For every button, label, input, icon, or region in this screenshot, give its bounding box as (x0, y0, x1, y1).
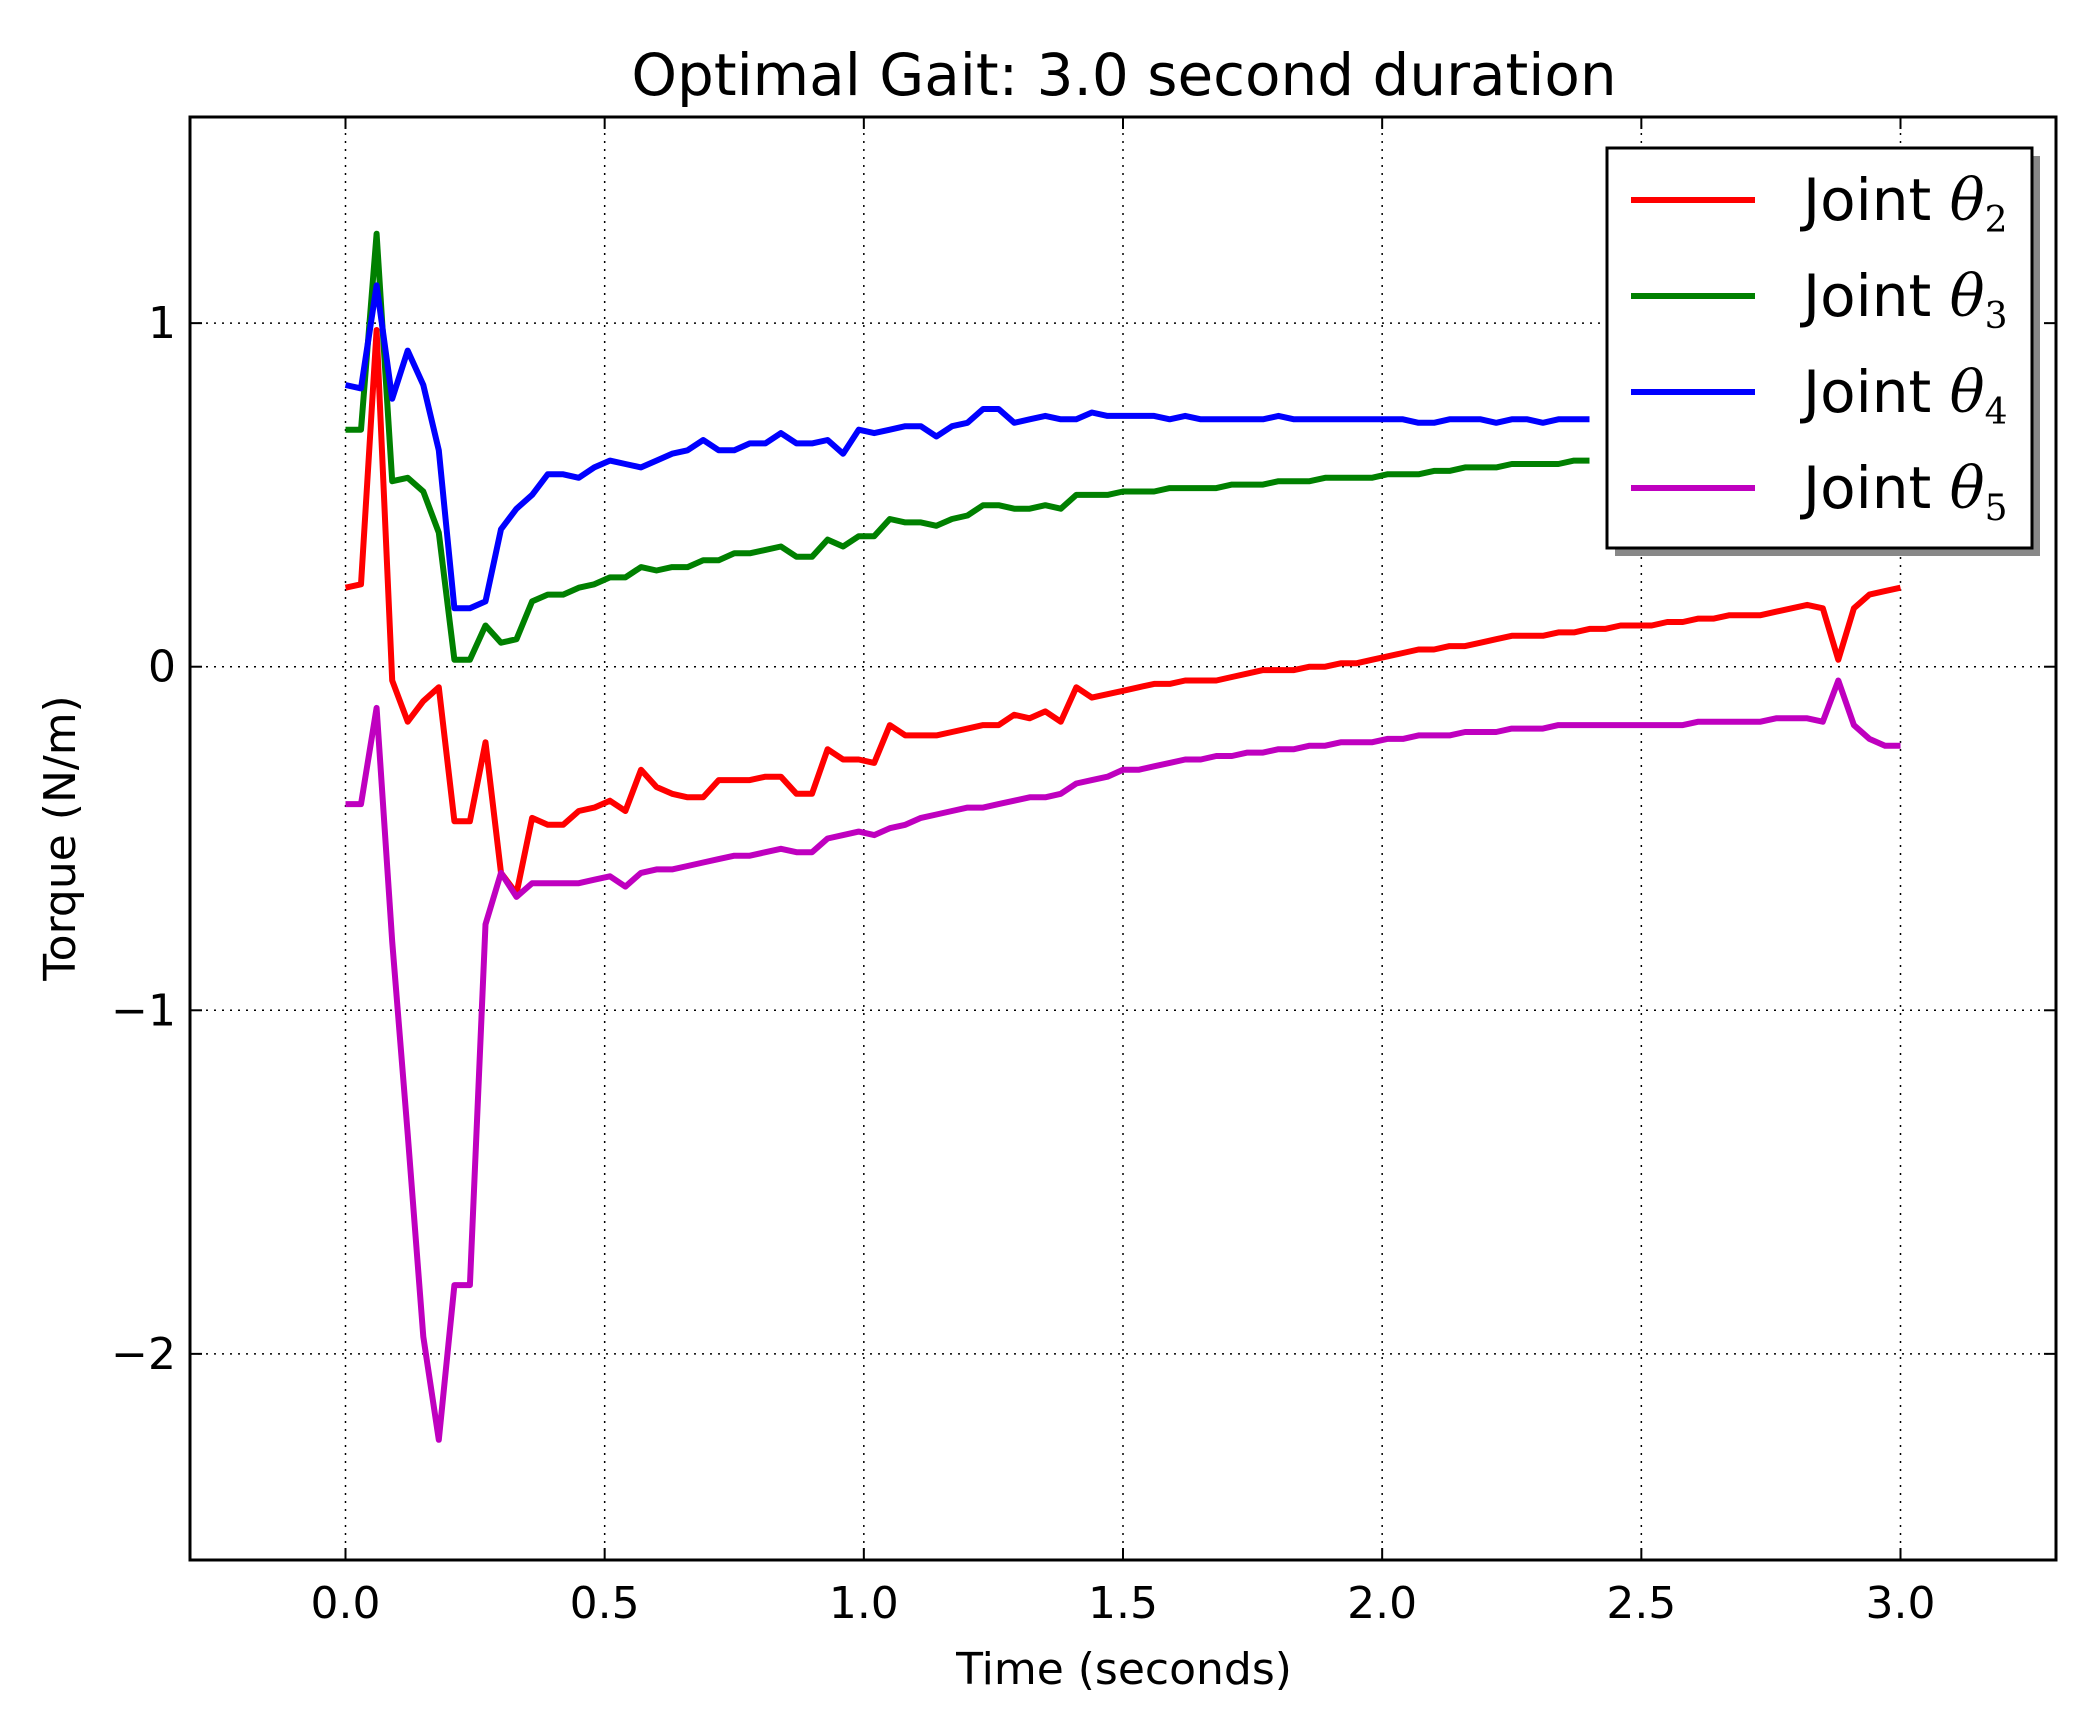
x-tick-label: 0.5 (570, 1578, 640, 1629)
series-line-3 (344, 282, 1590, 612)
legend-label: Joint θ3 (1800, 262, 2007, 337)
series-line-2 (345, 230, 1590, 663)
x-tick-label: 1.0 (829, 1578, 899, 1629)
x-tick-label: 1.5 (1088, 1578, 1158, 1629)
axis-ticks: 0.0 0.5 1.0 1.5 2.0 2.5 3.0 −2 −1 0 1 (111, 117, 2056, 1629)
x-axis-label: Time (seconds) (955, 1644, 1292, 1695)
legend-label: Joint θ4 (1800, 358, 2007, 433)
legend: Joint θ2 Joint θ3 Joint θ4 Joint θ5 (1605, 146, 2040, 556)
series-line-4 (345, 677, 1901, 1443)
legend-label: Joint θ5 (1800, 454, 2007, 529)
x-tick-label: 3.0 (1866, 1578, 1936, 1629)
x-tick-label: 2.0 (1347, 1578, 1417, 1629)
y-tick-label: −2 (111, 1329, 176, 1380)
plot-series (344, 230, 1902, 1443)
y-tick-label: 1 (148, 298, 176, 349)
series-line-1 (344, 327, 1902, 897)
chart-title: Optimal Gait: 3.0 second duration (631, 41, 1616, 109)
y-axis-label: Torque (N/m) (35, 695, 86, 981)
y-tick-label: −1 (111, 985, 176, 1036)
y-tick-label: 0 (148, 642, 176, 693)
legend-label: Joint θ2 (1800, 166, 2007, 241)
x-tick-label: 2.5 (1606, 1578, 1676, 1629)
legend-box (1605, 146, 2034, 550)
x-tick-label: 0.0 (311, 1578, 381, 1629)
